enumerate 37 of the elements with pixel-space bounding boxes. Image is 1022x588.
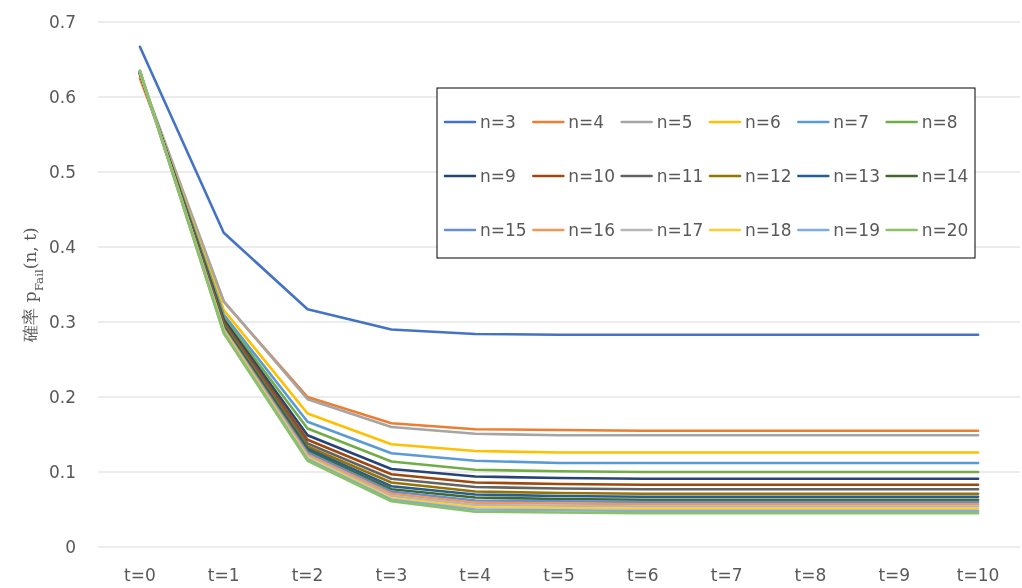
y-tick-label: 0.5 <box>48 162 76 182</box>
x-tick-label: t=5 <box>543 565 575 585</box>
y-tick-label: 0 <box>65 537 76 557</box>
y-tick-label: 0.7 <box>48 12 76 32</box>
legend-label: n=9 <box>480 166 516 186</box>
y-tick-label: 0.3 <box>48 312 76 332</box>
legend-label: n=11 <box>656 166 704 186</box>
legend-label: n=19 <box>833 220 880 240</box>
x-tick-label: t=4 <box>459 565 492 585</box>
legend-label: n=7 <box>833 112 870 132</box>
legend-label: n=16 <box>568 220 615 240</box>
y-tick-label: 0.1 <box>48 462 76 482</box>
legend-label: n=20 <box>921 220 969 240</box>
legend-label: n=5 <box>656 112 693 132</box>
x-tick-label: t=3 <box>375 565 408 585</box>
legend-label: n=4 <box>568 112 605 132</box>
legend-label: n=14 <box>921 166 969 186</box>
legend-label: n=8 <box>921 112 958 132</box>
x-tick-label: t=9 <box>878 565 911 585</box>
y-tick-label: 0.2 <box>48 387 76 407</box>
x-tick-label: t=0 <box>124 565 156 585</box>
x-tick-label: t=8 <box>794 565 827 585</box>
legend-label: n=13 <box>833 166 880 186</box>
y-tick-label: 0.6 <box>48 87 76 107</box>
legend-label: n=6 <box>745 112 781 132</box>
legend-label: n=10 <box>568 166 615 186</box>
x-tick-label: t=7 <box>710 565 743 585</box>
x-tick-label: t=2 <box>291 565 324 585</box>
legend-label: n=12 <box>745 166 792 186</box>
legend-label: n=3 <box>480 112 516 132</box>
legend-label: n=18 <box>745 220 792 240</box>
y-tick-label: 0.4 <box>48 237 76 257</box>
x-tick-label: t=10 <box>956 565 1000 585</box>
legend-label: n=17 <box>656 220 704 240</box>
legend-label: n=15 <box>480 220 527 240</box>
x-tick-label: t=1 <box>207 565 240 585</box>
x-tick-label: t=6 <box>626 565 659 585</box>
